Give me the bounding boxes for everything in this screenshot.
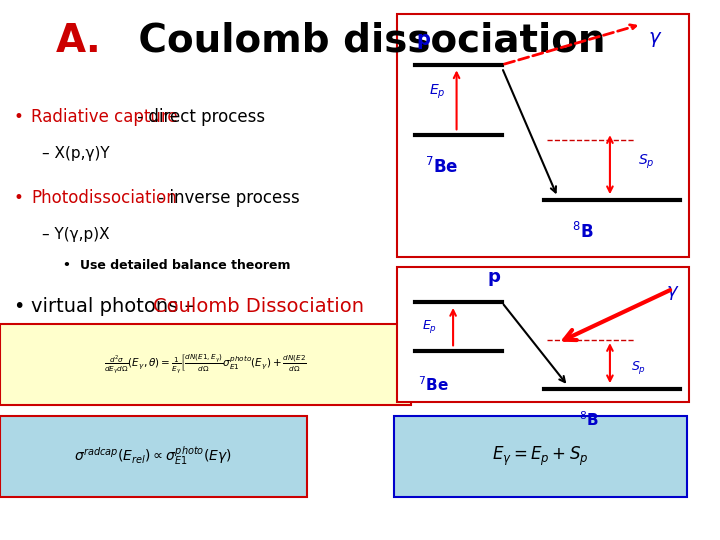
Text: virtual photons –: virtual photons – xyxy=(32,297,201,316)
Text: Coulomb Dissociation: Coulomb Dissociation xyxy=(153,297,364,316)
Text: $^7\mathbf{Be}$: $^7\mathbf{Be}$ xyxy=(426,157,459,177)
Text: p: p xyxy=(488,268,501,286)
Text: - inverse process: - inverse process xyxy=(153,189,300,207)
Text: $E_p$: $E_p$ xyxy=(428,83,445,101)
Text: $^8\mathbf{B}$: $^8\mathbf{B}$ xyxy=(572,221,593,241)
Text: $\gamma$: $\gamma$ xyxy=(666,285,679,302)
Text: – X(p,γ)Y: – X(p,γ)Y xyxy=(42,146,109,161)
Text: - direct process: - direct process xyxy=(132,108,266,126)
Text: $^8\mathbf{B}$: $^8\mathbf{B}$ xyxy=(579,410,598,429)
Text: $S_p$: $S_p$ xyxy=(638,153,654,171)
FancyBboxPatch shape xyxy=(394,416,687,497)
Text: $S_p$: $S_p$ xyxy=(631,359,646,376)
FancyBboxPatch shape xyxy=(0,416,307,497)
Text: $^7\mathbf{Be}$: $^7\mathbf{Be}$ xyxy=(418,375,449,394)
Text: •: • xyxy=(14,108,29,126)
FancyBboxPatch shape xyxy=(397,267,689,402)
Text: Photodissociation: Photodissociation xyxy=(32,189,177,207)
Text: •: • xyxy=(14,189,29,207)
Text: Coulomb dissociation: Coulomb dissociation xyxy=(125,22,606,59)
Text: A.: A. xyxy=(55,22,102,59)
Text: •: • xyxy=(63,259,75,272)
Text: $\sigma^{radcap}(E_{rel}) \propto \sigma^{photo}_{E1}(E\gamma)$: $\sigma^{radcap}(E_{rel}) \propto \sigma… xyxy=(74,445,233,468)
Text: $\gamma$: $\gamma$ xyxy=(648,30,662,49)
Text: Radiative capture: Radiative capture xyxy=(32,108,178,126)
Text: •: • xyxy=(14,297,32,316)
Text: $E_\gamma = E_p + S_p$: $E_\gamma = E_p + S_p$ xyxy=(492,445,588,468)
FancyBboxPatch shape xyxy=(397,14,689,256)
Text: $E_p$: $E_p$ xyxy=(423,318,438,335)
FancyBboxPatch shape xyxy=(0,324,411,405)
Text: – Y(γ,p)X: – Y(γ,p)X xyxy=(42,227,109,242)
Text: Use detailed balance theorem: Use detailed balance theorem xyxy=(80,259,291,272)
Text: p: p xyxy=(417,30,431,49)
Text: $\frac{d^2\sigma}{dE_\gamma d\Omega}(E_\gamma,\theta) = \frac{1}{E_\gamma}\left[: $\frac{d^2\sigma}{dE_\gamma d\Omega}(E_\… xyxy=(104,353,307,376)
